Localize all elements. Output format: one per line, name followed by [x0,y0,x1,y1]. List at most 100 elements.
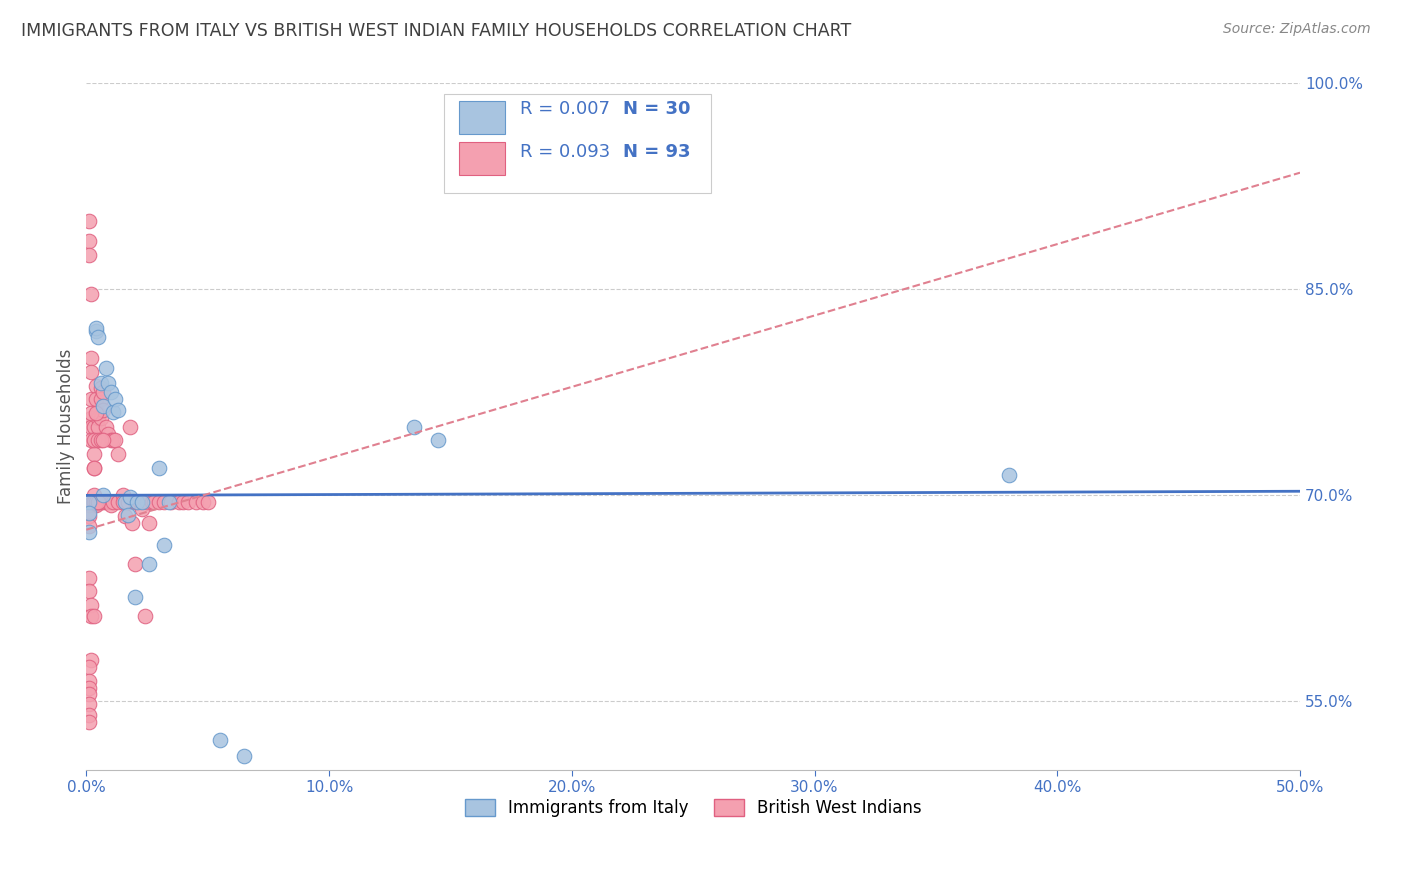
Point [90,376,112,390]
Point [87,406,110,420]
Point [160,495,183,509]
Point [77,708,100,723]
Point [427,434,450,448]
Point [90,434,112,448]
Point [114,495,136,509]
Point [127,495,149,509]
Point [114,508,136,523]
Point [117,495,139,509]
Point [131,502,153,516]
Point [77,506,100,520]
Point [80,653,103,667]
Point [80,419,103,434]
Point [77,525,100,540]
Point [134,609,156,624]
Point [141,495,163,509]
Point [77,681,100,695]
Point [83,461,105,475]
Point [177,495,200,509]
Point [111,488,134,502]
Bar [458,142,505,175]
Point [107,403,129,417]
Point [94,419,117,434]
Point [83,447,105,461]
Point [138,516,160,530]
Point [80,392,103,407]
Point [80,406,103,420]
Point [121,516,143,530]
Text: N = 93: N = 93 [623,143,690,161]
Bar [458,101,505,134]
Point [80,365,103,379]
Point [87,411,110,425]
Point [118,419,141,434]
Point [83,495,105,509]
Point [77,235,100,249]
Point [138,557,160,571]
Point [87,495,110,509]
Point [97,426,120,441]
Point [94,495,117,509]
Point [97,495,120,509]
Point [77,495,100,509]
Point [84,321,107,335]
Point [77,714,100,729]
Point [90,392,112,407]
Point [80,411,103,425]
Point [131,495,153,509]
Bar [444,94,711,194]
Point [80,609,103,624]
Point [233,749,256,764]
Point [87,330,110,344]
Point [136,495,159,509]
Point [90,495,112,509]
Point [184,495,207,509]
Point [91,385,114,400]
Point [84,406,107,420]
Point [90,411,112,425]
Point [77,571,100,585]
Point [157,495,180,509]
Point [124,557,146,571]
Point [77,248,100,262]
Point [87,434,110,448]
Point [143,495,166,509]
Point [83,498,105,512]
Point [84,495,107,509]
Point [77,213,100,227]
Point [77,660,100,674]
Point [100,385,122,400]
Point [77,673,100,688]
Point [117,508,139,522]
Point [107,495,129,509]
Point [91,403,114,417]
Point [77,498,100,512]
Point [83,434,105,448]
Point [127,495,149,509]
Point [118,490,141,504]
Point [87,419,110,434]
Point [77,584,100,599]
Point [80,286,103,301]
Point [100,434,122,448]
Point [997,467,1019,482]
Point [172,495,194,509]
Point [104,392,127,407]
Y-axis label: Family Households: Family Households [58,349,75,504]
Point [80,599,103,613]
Point [100,495,122,509]
Point [91,399,114,413]
Legend: Immigrants from Italy, British West Indians: Immigrants from Italy, British West Indi… [458,792,928,823]
Point [83,434,105,448]
Point [148,461,170,475]
Point [83,609,105,624]
Point [167,495,190,509]
Point [153,538,176,552]
Point [208,732,231,747]
Point [84,392,107,407]
Point [97,376,120,390]
Point [197,495,219,509]
Text: R = 0.007: R = 0.007 [520,100,610,118]
Point [101,434,124,448]
Text: IMMIGRANTS FROM ITALY VS BRITISH WEST INDIAN FAMILY HOUSEHOLDS CORRELATION CHART: IMMIGRANTS FROM ITALY VS BRITISH WEST IN… [21,22,852,40]
